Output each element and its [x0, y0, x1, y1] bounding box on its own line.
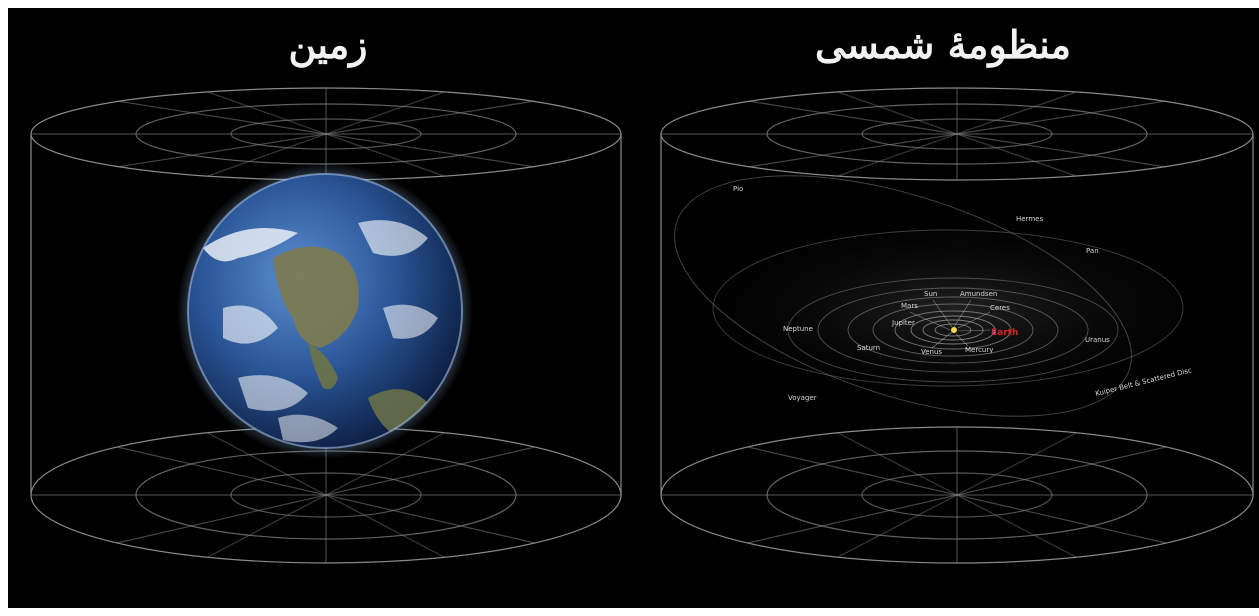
label-pio: Pio [733, 185, 743, 193]
label-pan: Pan [1086, 247, 1099, 255]
solar-cylinder-bottom-disc [660, 426, 1254, 564]
label-ceres: Ceres [990, 304, 1010, 312]
orbit-jupiter [872, 303, 1034, 357]
label-earth: Earth [991, 328, 1018, 338]
orbit-kuiper [712, 229, 1184, 387]
earth-panel-title: زمین [288, 22, 368, 67]
label-mars: Mars [901, 302, 918, 310]
orbit-mars [894, 310, 1012, 350]
label-sun: Sun [924, 290, 937, 298]
label-mercury: Mercury [965, 346, 993, 354]
label-venus: Venus [921, 348, 942, 356]
diagram-frame: Pio Hermes Pan Sun Amundsen Mars Ceres J… [8, 8, 1259, 608]
orbit-saturn [847, 296, 1059, 364]
solar-cylinder [660, 87, 1254, 564]
orbit-neptune [787, 277, 1119, 383]
solar-system-panel-title: منظومهٔ شمسی [815, 22, 1071, 67]
diagram-canvas: Pio Hermes Pan Sun Amundsen Mars Ceres J… [30, 87, 1259, 564]
earth-globe [177, 163, 473, 459]
label-uranus: Uranus [1085, 336, 1110, 344]
label-amundsen: Amundsen [960, 290, 997, 298]
label-jupiter: Jupiter [891, 319, 915, 327]
orbit-uranus [817, 287, 1089, 373]
solar-cylinder-top-disc [660, 87, 1254, 181]
label-hermes: Hermes [1016, 215, 1043, 223]
label-pointers [909, 299, 991, 349]
sun-marker [951, 327, 957, 333]
label-voyager: Voyager [788, 394, 817, 402]
label-saturn: Saturn [857, 344, 880, 352]
orbit-mercury [934, 323, 972, 337]
orbit-earth [910, 315, 996, 345]
solar-nebula-glow [648, 198, 1259, 418]
label-neptune: Neptune [783, 325, 813, 333]
orbit-inclined [674, 175, 1132, 417]
earth-marker [992, 330, 996, 334]
